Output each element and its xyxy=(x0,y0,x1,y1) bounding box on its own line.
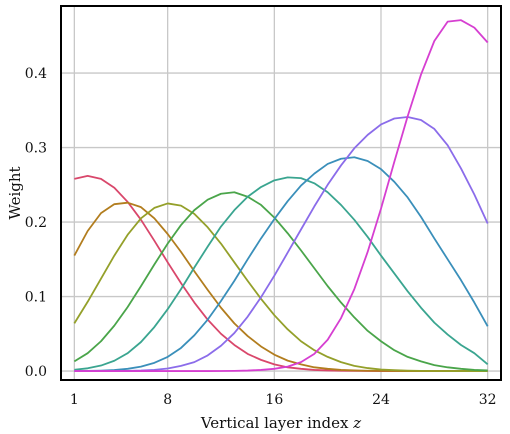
series-line-5 xyxy=(74,176,489,371)
y-tick-label: 0.3 xyxy=(25,141,47,157)
x-axis-ticks: 1 8 16 24 32 xyxy=(70,392,497,408)
y-axis-ticks: 0.0 0.1 0.2 0.3 0.4 xyxy=(25,66,47,380)
y-tick-label: 0.0 xyxy=(25,364,47,380)
series-lines xyxy=(73,19,489,372)
x-axis-label: Vertical layer index z xyxy=(200,414,361,432)
series-line-4 xyxy=(73,191,488,372)
plot-frame xyxy=(60,5,502,381)
x-axis-label-text: Vertical layer index xyxy=(200,414,353,432)
series-line-3 xyxy=(73,202,488,372)
y-tick-label: 0.4 xyxy=(25,66,47,82)
x-tick-label: 32 xyxy=(479,392,497,408)
series-line-6 xyxy=(74,156,489,372)
series-line-7 xyxy=(74,116,489,372)
y-tick-label: 0.2 xyxy=(25,215,47,231)
x-axis-label-variable: z xyxy=(352,414,361,432)
y-axis-label: Weight xyxy=(6,166,24,219)
x-tick-label: 24 xyxy=(372,392,390,408)
y-tick-label: 0.1 xyxy=(25,290,47,306)
x-tick-label: 8 xyxy=(163,392,172,408)
x-tick-label: 16 xyxy=(265,392,283,408)
series-line-8 xyxy=(74,19,489,372)
x-tick-label: 1 xyxy=(70,392,79,408)
